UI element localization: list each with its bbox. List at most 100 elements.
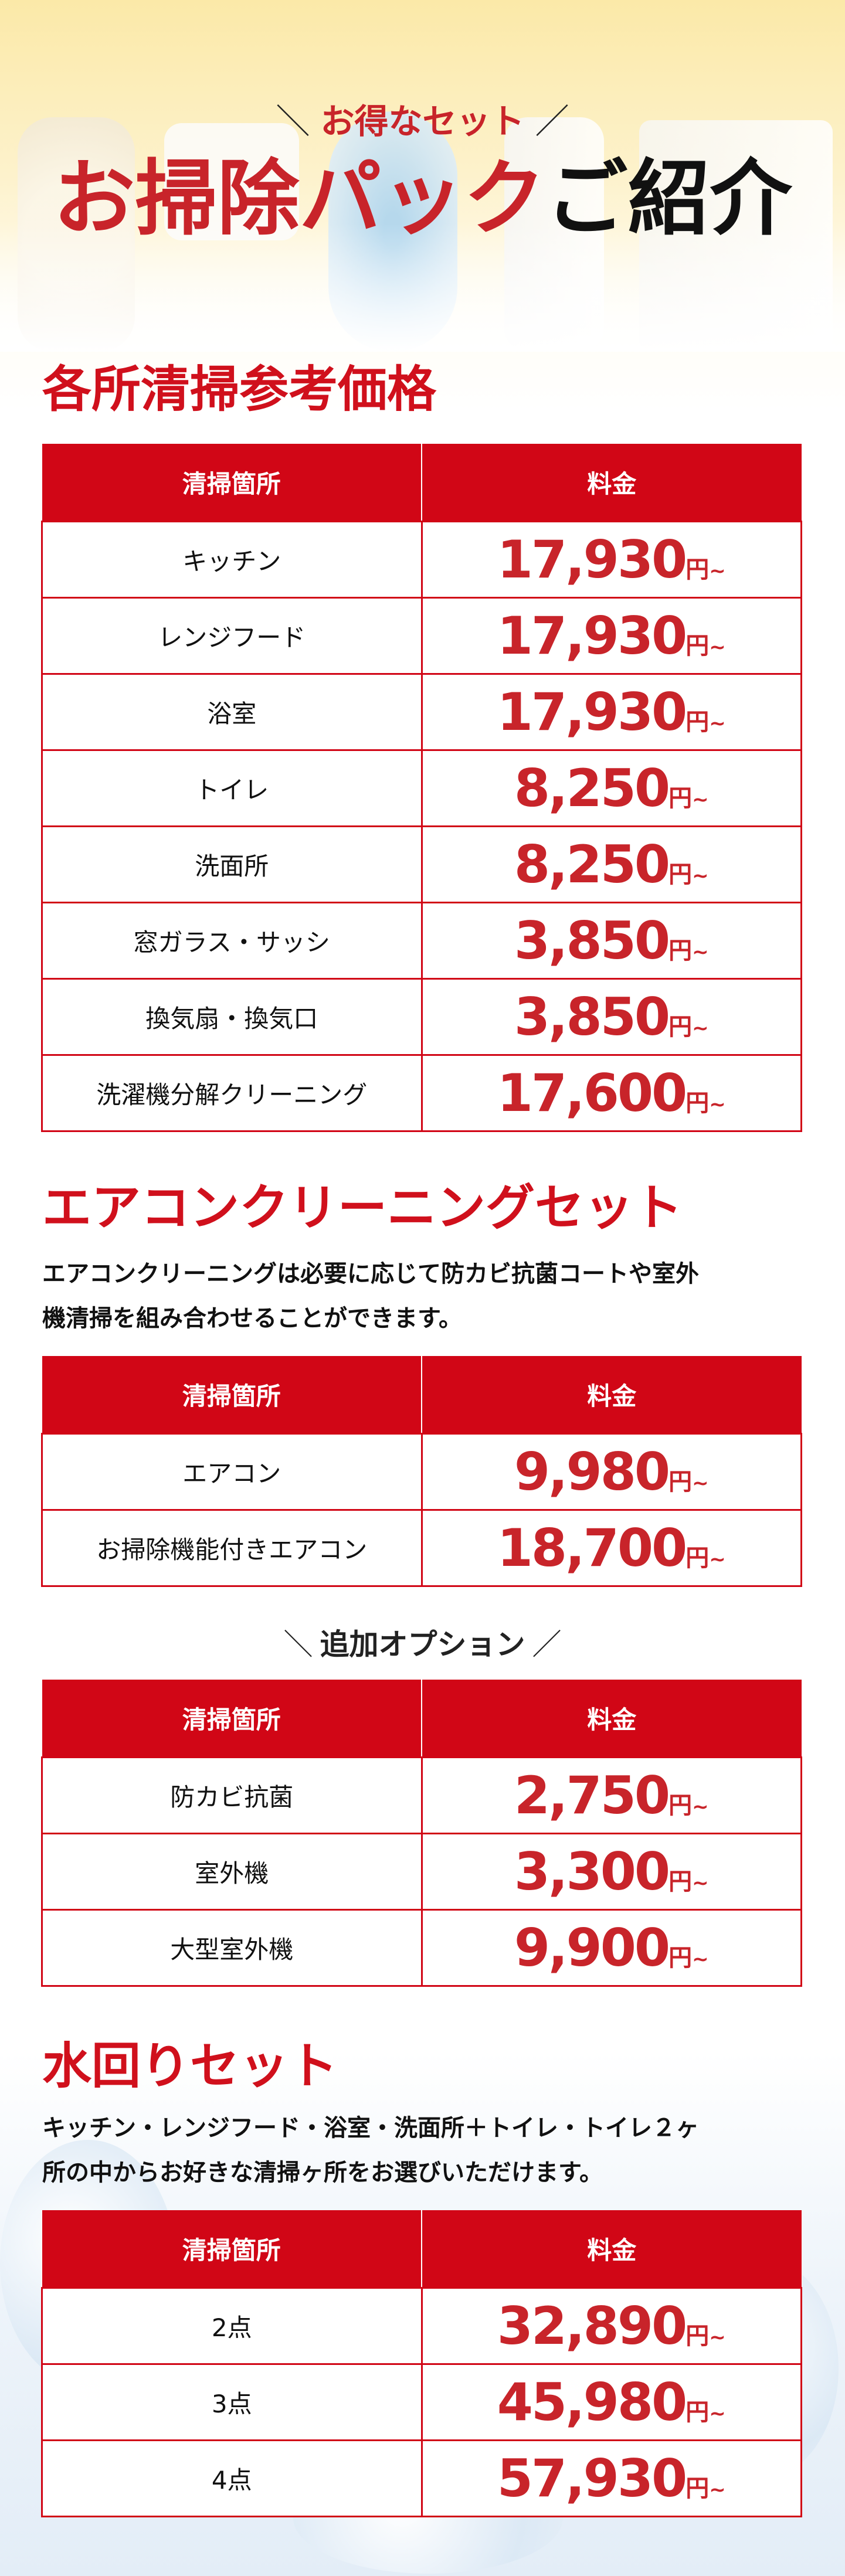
table-row: エアコン 9,980円~ [41, 1433, 802, 1511]
price-value: 2,750 [514, 1765, 670, 1826]
cleaning-place: エアコン [41, 1433, 423, 1511]
from-tilde: ~ [709, 1548, 726, 1571]
price-cell: 45,980円~ [420, 2363, 802, 2441]
from-tilde: ~ [692, 940, 709, 964]
price-cell: 17,600円~ [420, 1054, 802, 1132]
from-tilde: ~ [692, 864, 709, 888]
price-cell: 3,850円~ [420, 978, 802, 1056]
price-value: 3,850 [514, 910, 670, 971]
yen-unit: 円 [685, 2475, 710, 2502]
cleaning-place: キッチン [41, 521, 423, 599]
water-set-price-table: 清掃箇所 料金 2点 32,890円~ 3点 45,980円~ 4点 57,930円~ [41, 2210, 802, 2517]
price-value: 45,980 [497, 2372, 688, 2432]
price-value: 17,930 [497, 606, 688, 666]
price-value: 17,930 [497, 682, 688, 742]
aircon-price-table: 清掃箇所 料金 エアコン 9,980円~ お掃除機能付きエアコン 18,700円~ [41, 1356, 802, 1587]
table-row: 2点 32,890円~ [41, 2287, 802, 2365]
table-row: 大型室外機 9,900円~ [41, 1909, 802, 1987]
table-row: 換気扇・換気口 3,850円~ [41, 978, 802, 1056]
price-value: 32,890 [497, 2296, 688, 2356]
cleaning-place: 大型室外機 [41, 1909, 423, 1987]
yen-unit: 円 [685, 1545, 710, 1572]
cleaning-place: 室外機 [41, 1833, 423, 1911]
from-tilde: ~ [692, 788, 709, 811]
table-row: 洗面所 8,250円~ [41, 825, 802, 903]
from-tilde: ~ [692, 1871, 709, 1895]
price-value: 9,980 [514, 1442, 670, 1502]
yen-unit: 円 [668, 1792, 693, 1819]
price-cell: 32,890円~ [420, 2287, 802, 2365]
table-row: 3点 45,980円~ [41, 2363, 802, 2441]
water-set-description: キッチン・レンジフード・浴室・洗面所＋トイレ・トイレ２ヶ 所の中からお好きな清掃… [42, 2115, 699, 2186]
price-cell: 3,300円~ [420, 1833, 802, 1911]
table-row: お掃除機能付きエアコン 18,700円~ [41, 1509, 802, 1587]
from-tilde: ~ [692, 1471, 709, 1495]
page-title: お掃除パックご紹介 [53, 151, 792, 247]
price-value: 3,300 [514, 1841, 670, 1902]
table-row: 4点 57,930円~ [41, 2439, 802, 2517]
price-cell: 17,930円~ [420, 521, 802, 599]
section-title-aircon-set: エアコンクリーニングセット [42, 1179, 683, 1236]
yen-unit: 円 [668, 1014, 693, 1041]
yen-unit: 円 [685, 1090, 710, 1117]
from-tilde: ~ [692, 1948, 709, 1971]
from-tilde: ~ [709, 1093, 726, 1116]
price-cell: 18,700円~ [420, 1509, 802, 1587]
table-row: 浴室 17,930円~ [41, 673, 802, 751]
price-cell: 17,930円~ [420, 673, 802, 751]
section-title-water-set: 水回りセット [42, 2037, 338, 2095]
cleaning-place: 換気扇・換気口 [41, 978, 423, 1056]
yen-unit: 円 [668, 861, 693, 888]
spray-bottle-image [164, 123, 299, 240]
yen-unit: 円 [668, 1469, 693, 1496]
cleaning-place: 窓ガラス・サッシ [41, 902, 423, 980]
cleaning-place: お掃除機能付きエアコン [41, 1509, 423, 1587]
cleaning-place: 洗面所 [41, 825, 423, 903]
price-cell: 9,900円~ [420, 1909, 802, 1987]
price-cell: 17,930円~ [420, 597, 802, 675]
yen-unit: 円 [668, 785, 693, 812]
column-header-fee: 料金 [421, 2210, 802, 2289]
column-header-place: 清掃箇所 [42, 1356, 422, 1435]
option-heading: ＼ 追加オプション／ [283, 1627, 562, 1661]
table-row: 洗濯機分解クリーニング 17,600円~ [41, 1054, 802, 1132]
from-tilde: ~ [709, 2478, 726, 2502]
from-tilde: ~ [709, 2402, 726, 2425]
cleaning-place: トイレ [41, 749, 423, 827]
yen-unit: 円 [685, 633, 710, 660]
hero-banner: ＼ お得なセット／ お掃除パックご紹介 [0, 0, 845, 352]
column-header-fee: 料金 [421, 1680, 802, 1758]
hero-subtitle: ＼ お得なセット／ [276, 101, 569, 141]
from-tilde: ~ [692, 1017, 709, 1040]
cleaning-place: 2点 [41, 2287, 423, 2365]
column-header-place: 清掃箇所 [42, 2210, 422, 2289]
column-header-fee: 料金 [421, 1356, 802, 1435]
column-header-place: 清掃箇所 [42, 1680, 422, 1758]
price-cell: 3,850円~ [420, 902, 802, 980]
table-row: 防カビ抗菌 2,750円~ [41, 1756, 802, 1834]
price-value: 17,930 [497, 529, 688, 590]
cleaning-place: レンジフード [41, 597, 423, 675]
from-tilde: ~ [709, 635, 726, 659]
column-header-place: 清掃箇所 [42, 444, 422, 522]
from-tilde: ~ [692, 1795, 709, 1819]
column-header-fee: 料金 [421, 444, 802, 522]
yen-unit: 円 [668, 937, 693, 964]
price-cell: 8,250円~ [420, 825, 802, 903]
price-cell: 57,930円~ [420, 2439, 802, 2517]
price-value: 8,250 [514, 758, 670, 818]
yen-unit: 円 [685, 709, 710, 736]
aircon-description: エアコンクリーニングは必要に応じて防カビ抗菌コートや室外 機清掃を組み合わせるこ… [42, 1260, 699, 1332]
from-tilde: ~ [709, 712, 726, 735]
yen-unit: 円 [668, 1945, 693, 1972]
from-tilde: ~ [709, 2326, 726, 2349]
section-title-reference-prices: 各所清掃参考価格 [42, 361, 437, 418]
yen-unit: 円 [685, 556, 710, 583]
reference-price-table: 清掃箇所 料金 キッチン 17,930円~ レンジフード 17,930円~ 浴室 17,9… [41, 444, 802, 1132]
table-row: 窓ガラス・サッシ 3,850円~ [41, 902, 802, 980]
table-row: キッチン 17,930円~ [41, 521, 802, 599]
price-value: 8,250 [514, 834, 670, 895]
from-tilde: ~ [709, 559, 726, 583]
cleaning-place: 防カビ抗菌 [41, 1756, 423, 1834]
option-price-table: 清掃箇所 料金 防カビ抗菌 2,750円~ 室外機 3,300円~ 大型室外機 9,900… [41, 1680, 802, 1987]
